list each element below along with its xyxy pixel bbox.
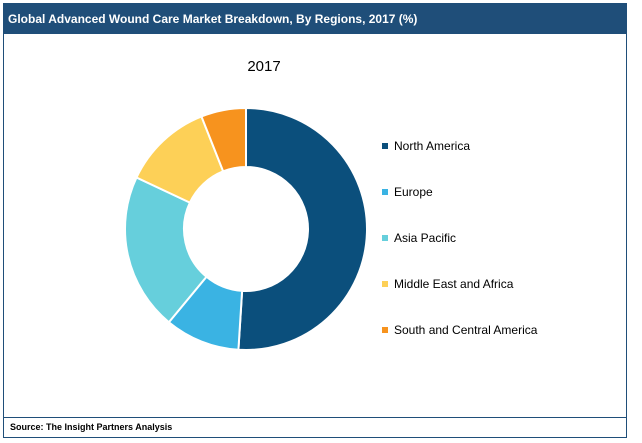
legend-swatch	[382, 235, 388, 241]
chart-header: Global Advanced Wound Care Market Breakd…	[4, 4, 626, 34]
legend-label: Europe	[394, 185, 433, 199]
slice-north-america	[237, 106, 369, 351]
chart-title: 2017	[247, 58, 281, 75]
donut-chart	[124, 106, 369, 351]
legend-label: Asia Pacific	[394, 231, 457, 245]
legend-swatch	[382, 143, 388, 149]
legend-swatch	[382, 281, 388, 287]
slice-asia-pacific	[124, 176, 208, 324]
slice-south-and-central-america	[200, 106, 247, 173]
legend-swatch	[382, 327, 388, 333]
source-note: Source: The Insight Partners Analysis	[4, 417, 626, 437]
legend-swatch	[382, 189, 388, 195]
legend-label: Middle East and Africa	[394, 277, 514, 291]
legend-label: South and Central America	[394, 323, 538, 337]
chart-frame: Global Advanced Wound Care Market Breakd…	[3, 3, 627, 438]
legend-label: North America	[394, 139, 471, 153]
